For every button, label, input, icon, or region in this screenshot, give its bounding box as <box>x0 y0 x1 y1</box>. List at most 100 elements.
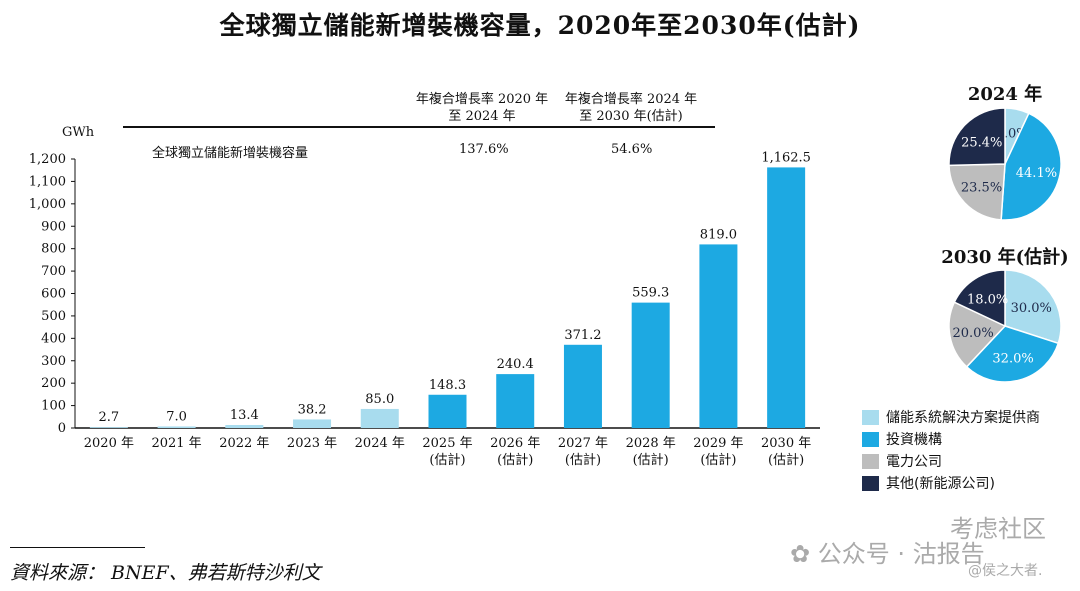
watermark-account-text: 公众号 · 沽报告 <box>817 540 985 568</box>
y-tick-label: 200 <box>41 376 66 391</box>
bar-value-label: 240.4 <box>497 357 534 372</box>
y-tick-label: 0 <box>58 421 66 436</box>
pie-slice <box>953 269 1006 328</box>
bar-value-label: 1,162.5 <box>761 150 811 165</box>
x-tick-label: 2026 年 <box>490 436 540 451</box>
bar <box>496 374 535 428</box>
x-tick-label: (估計) <box>497 452 533 468</box>
bar <box>563 344 602 428</box>
x-tick-label: (估計) <box>429 452 465 468</box>
y-tick-label: 1,000 <box>29 197 66 212</box>
legend-item-others: 其他(新能源公司) <box>862 472 1040 494</box>
legend: 儲能系統解決方案提供商 投資機構 電力公司 其他(新能源公司) <box>862 406 1040 494</box>
bar-value-label: 559.3 <box>632 286 669 301</box>
legend-swatch-others <box>862 475 879 491</box>
cagr-header-2024-2030: 年複合增長率 2024 年 至 2030 年(估計) <box>556 91 706 125</box>
x-tick-label: 2028 年 <box>626 436 676 451</box>
bar <box>428 394 467 428</box>
bar-value-label: 38.2 <box>298 402 327 417</box>
bar <box>767 167 806 428</box>
legend-swatch-investment-institution <box>862 431 879 447</box>
legend-label: 儲能系統解決方案提供商 <box>886 410 1040 426</box>
cagr-value-2020-2024: 137.6% <box>459 142 509 157</box>
legend-label: 其他(新能源公司) <box>886 476 995 492</box>
y-tick-label: 1,200 <box>29 152 66 167</box>
watermark-community: 考虑社区 <box>950 515 1046 543</box>
chart-title: 全球獨立儲能新增裝機容量，2020年至2030年(估計) <box>219 11 861 40</box>
cagr-header-2-line1: 年複合增長率 2024 年 <box>564 92 698 107</box>
legend-item-investment-institution: 投資機構 <box>862 428 1040 450</box>
cagr-header-2-line2: 至 2030 年(估計) <box>579 109 683 124</box>
pie-slice-label: 20.0% <box>952 326 993 341</box>
bar-value-label: 7.0 <box>166 409 187 424</box>
x-tick-label: 2030 年 <box>761 436 811 451</box>
y-tick-label: 700 <box>41 264 66 279</box>
y-tick-label: 900 <box>41 219 66 234</box>
cagr-value-2024-2030: 54.6% <box>611 142 653 157</box>
watermark-author: @侯之大者. <box>968 563 1043 579</box>
x-tick-label: 2022 年 <box>219 436 269 451</box>
legend-label: 電力公司 <box>886 454 942 470</box>
bar-value-label: 13.4 <box>230 408 259 423</box>
bar-value-label: 148.3 <box>429 378 466 393</box>
y-tick-label: 600 <box>41 287 66 302</box>
bar-value-label: 371.2 <box>564 328 601 343</box>
y-tick-label: 500 <box>41 309 66 324</box>
cagr-header-1-line1: 年複合增長率 2020 年 <box>415 92 549 107</box>
cagr-header-1-line2: 至 2024 年 <box>448 109 516 124</box>
bar <box>631 302 670 428</box>
bar <box>157 426 196 428</box>
pie-slice-label: 32.0% <box>992 351 1033 366</box>
y-tick-label: 400 <box>41 331 66 346</box>
pie-slice-label: 23.5% <box>961 180 1002 195</box>
pie-slice <box>948 163 1006 221</box>
x-tick-label: (估計) <box>633 452 669 468</box>
watermark-account: ✿ 公众号 · 沽报告 <box>790 534 985 569</box>
pie-slice <box>948 107 1006 167</box>
bar-value-label: 2.7 <box>99 410 120 425</box>
pie-slice <box>1000 112 1062 221</box>
x-tick-label: 2023 年 <box>287 436 337 451</box>
source-rule <box>10 547 145 548</box>
bar-value-label: 85.0 <box>365 392 394 407</box>
legend-swatch-solution-provider <box>862 409 879 425</box>
pie-slice <box>1004 269 1062 345</box>
bar <box>225 424 264 428</box>
bar <box>699 244 738 428</box>
pie-chart-2030: 30.0% 32.0% 20.0% 18.0% <box>948 269 1062 383</box>
cagr-row-label: 全球獨立儲能新增裝機容量 <box>152 146 309 161</box>
cagr-header-2020-2024: 年複合增長率 2020 年 至 2024 年 <box>407 91 557 125</box>
x-tick-label: 2027 年 <box>558 436 608 451</box>
pie-chart-2024: 7.0%44.1%23.5%25.4% <box>948 107 1062 221</box>
x-tick-label: 2024 年 <box>355 436 405 451</box>
source-note: 資料來源： BNEF、弗若斯特沙利文 <box>10 562 321 584</box>
bar <box>293 419 332 428</box>
bar-value-label: 819.0 <box>700 227 737 242</box>
pie-slice-label: 25.4% <box>961 135 1002 150</box>
pie-slice-label: 30.0% <box>1011 301 1052 316</box>
x-tick-label: 2020 年 <box>84 436 134 451</box>
x-tick-label: 2021 年 <box>151 436 201 451</box>
bar <box>360 408 399 428</box>
legend-item-solution-provider: 儲能系統解決方案提供商 <box>862 406 1040 428</box>
pie-slice-label: 18.0% <box>967 293 1008 308</box>
pie-2024-title: 2024 年 <box>967 84 1043 105</box>
x-tick-label: (估計) <box>768 452 804 468</box>
y-tick-label: 100 <box>41 399 66 414</box>
cagr-header-rule <box>123 126 715 128</box>
legend-item-power-company: 電力公司 <box>862 450 1040 472</box>
bar <box>89 427 128 428</box>
wechat-icon: ✿ <box>790 540 811 568</box>
pie-slice <box>965 325 1060 383</box>
x-tick-label: (估計) <box>700 452 736 468</box>
y-tick-label: 800 <box>41 242 66 257</box>
legend-swatch-power-company <box>862 453 879 469</box>
pie-2030-title: 2030 年(估計) <box>941 247 1069 268</box>
y-axis-unit: GWh <box>62 125 95 140</box>
y-tick-label: 300 <box>41 354 66 369</box>
legend-label: 投資機構 <box>886 432 942 448</box>
y-tick-label: 1,100 <box>29 174 66 189</box>
pie-slice-label: 44.1% <box>1016 166 1057 181</box>
pie-slice <box>948 301 1007 368</box>
